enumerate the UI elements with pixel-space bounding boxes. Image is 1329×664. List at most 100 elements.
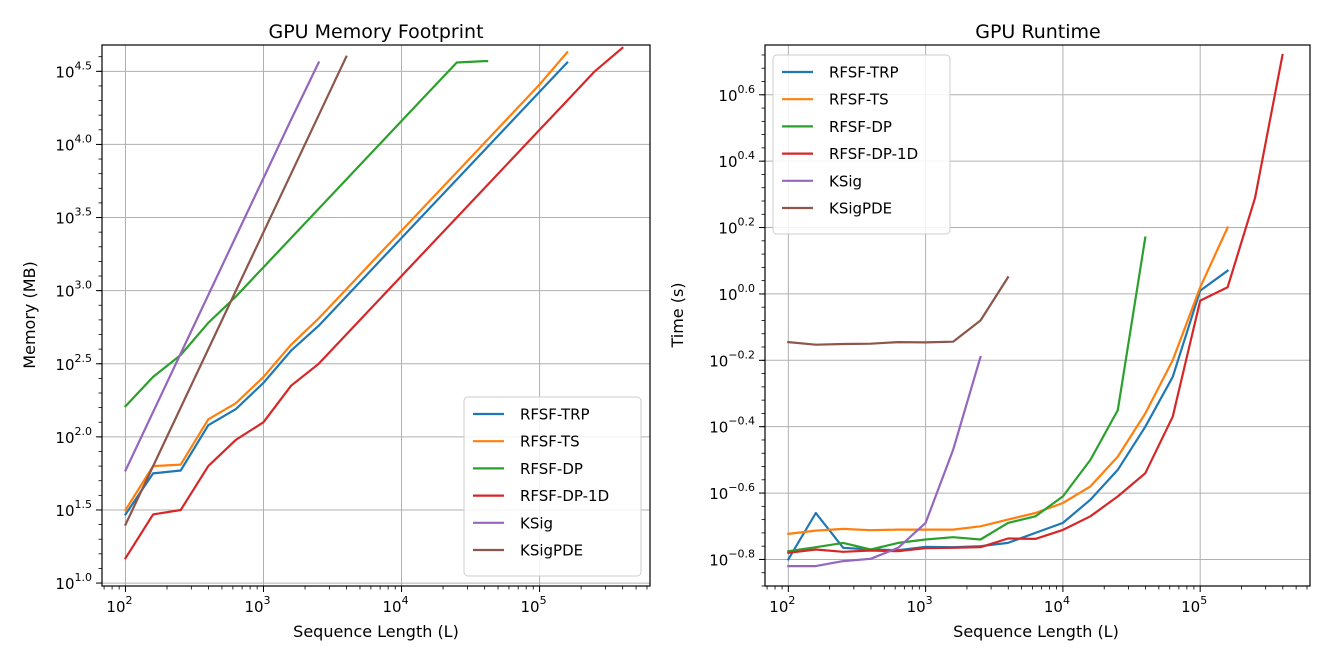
runtime-chart-series xyxy=(786,53,1284,568)
y-tick-exponent: −0.8 xyxy=(728,547,755,560)
y-tick-exponent: 0.6 xyxy=(738,83,756,96)
memory-chart-xlabel: Sequence Length (L) xyxy=(293,622,459,641)
memory-legend-label-ksigpde: KSigPDE xyxy=(520,542,583,560)
y-tick-exponent: −0.6 xyxy=(728,481,755,494)
y-tick-label: 104.0 xyxy=(55,132,92,154)
memory-chart-ylabel: Memory (MB) xyxy=(20,261,39,368)
x-tick-exponent: 5 xyxy=(1200,594,1207,607)
x-tick-label: 105 xyxy=(1181,594,1207,616)
y-tick-base: 10 xyxy=(709,419,728,437)
y-tick-label: 10−0.2 xyxy=(709,348,755,370)
y-tick-label: 101.0 xyxy=(55,571,92,593)
y-tick-base: 10 xyxy=(55,63,74,81)
runtime-chart-legend: RFSF-TRP RFSF-TS RFSF-DP RFSF-DP-1D KSig KSig… xyxy=(772,54,951,235)
memory-legend-label-rfsf-ts: RFSF-TS xyxy=(520,433,580,451)
y-tick-base: 10 xyxy=(718,153,737,171)
y-tick-exponent: −0.4 xyxy=(728,415,755,428)
runtime-series-rfsf-dp-1d xyxy=(787,53,1284,555)
y-tick-exponent: 0.4 xyxy=(738,149,756,162)
y-tick-base: 10 xyxy=(709,551,728,569)
y-tick-label: 103.5 xyxy=(55,206,92,228)
x-tick-exponent: 5 xyxy=(540,594,547,607)
memory-chart-frame xyxy=(101,44,651,587)
y-tick-base: 10 xyxy=(718,220,737,238)
runtime-legend-label-rfsf-dp: RFSF-DP xyxy=(829,118,892,136)
y-tick-label: 100.2 xyxy=(718,216,755,238)
runtime-chart-ylabel: Time (s) xyxy=(668,282,687,348)
y-tick-base: 10 xyxy=(709,485,728,503)
x-tick-label: 103 xyxy=(244,594,270,616)
memory-chart-ticks: 102 103 104 105101.0101.5102.0102.5103.0103… xyxy=(55,56,648,616)
memory-legend-label-ksig: KSig xyxy=(520,514,553,532)
runtime-chart-ticks: 102 103 104 10510−0.810−0.610−0.410−0.2100.… xyxy=(709,54,1308,616)
x-tick-label: 105 xyxy=(521,594,547,616)
y-tick-label: 102.0 xyxy=(55,425,92,447)
x-tick-base: 10 xyxy=(769,598,788,616)
y-tick-label: 102.5 xyxy=(55,352,92,374)
x-tick-base: 10 xyxy=(1044,598,1063,616)
x-tick-exponent: 2 xyxy=(788,594,795,607)
y-tick-label: 101.5 xyxy=(55,498,92,520)
x-tick-label: 103 xyxy=(907,594,933,616)
runtime-legend-label-rfsf-ts: RFSF-TS xyxy=(829,91,889,109)
y-tick-label: 104.5 xyxy=(55,59,92,81)
runtime-legend-label-ksig: KSig xyxy=(829,172,862,190)
y-tick-base: 10 xyxy=(709,352,728,370)
y-tick-base: 10 xyxy=(55,283,74,301)
x-tick-label: 102 xyxy=(769,594,795,616)
memory-series-rfsf-dp xyxy=(123,59,489,408)
x-tick-label: 104 xyxy=(1044,594,1070,616)
y-tick-label: 100.4 xyxy=(718,149,755,171)
y-tick-exponent: 4.5 xyxy=(75,59,93,72)
x-tick-base: 10 xyxy=(521,598,540,616)
memory-series-rfsf-trp xyxy=(123,60,569,516)
y-tick-base: 10 xyxy=(55,502,74,520)
y-tick-base: 10 xyxy=(55,575,74,593)
runtime-series-rfsf-trp xyxy=(786,269,1230,561)
y-tick-base: 10 xyxy=(55,210,74,228)
y-tick-exponent: 2.5 xyxy=(75,352,93,365)
x-tick-base: 10 xyxy=(1181,598,1200,616)
memory-series-ksigpde xyxy=(124,55,348,527)
x-tick-base: 10 xyxy=(244,598,263,616)
memory-chart-series xyxy=(123,46,624,560)
y-tick-exponent: 2.0 xyxy=(75,425,93,438)
y-tick-base: 10 xyxy=(55,356,74,374)
y-tick-base: 10 xyxy=(55,136,74,154)
y-tick-exponent: 1.0 xyxy=(75,571,93,584)
runtime-legend-label-rfsf-dp-1d: RFSF-DP-1D xyxy=(829,145,918,163)
x-tick-label: 104 xyxy=(382,594,408,616)
runtime-chart-title: GPU Runtime xyxy=(975,21,1101,43)
x-tick-exponent: 2 xyxy=(126,594,133,607)
memory-chart-grid xyxy=(102,45,650,586)
x-tick-base: 10 xyxy=(382,598,401,616)
x-tick-base: 10 xyxy=(106,598,125,616)
x-tick-exponent: 4 xyxy=(1063,594,1070,607)
y-tick-base: 10 xyxy=(55,429,74,447)
memory-legend-label-rfsf-trp: RFSF-TRP xyxy=(520,406,590,424)
y-tick-exponent: 3.5 xyxy=(75,206,93,219)
runtime-legend-label-rfsf-trp: RFSF-TRP xyxy=(829,64,899,82)
runtime-legend-box xyxy=(772,54,951,235)
y-tick-exponent: 0.0 xyxy=(738,282,756,295)
x-tick-exponent: 4 xyxy=(402,594,409,607)
y-tick-exponent: 4.0 xyxy=(75,132,93,145)
x-tick-base: 10 xyxy=(907,598,926,616)
y-tick-label: 10−0.6 xyxy=(709,481,755,503)
x-tick-exponent: 3 xyxy=(926,594,933,607)
y-tick-exponent: 3.0 xyxy=(75,279,93,292)
memory-series-rfsf-dp-1d xyxy=(123,46,624,560)
y-tick-exponent: −0.2 xyxy=(728,348,755,361)
y-tick-base: 10 xyxy=(718,87,737,105)
runtime-series-ksigpde xyxy=(787,275,1010,346)
runtime-series-rfsf-ts xyxy=(787,226,1230,536)
memory-legend-label-rfsf-dp-1d: RFSF-DP-1D xyxy=(520,487,609,505)
runtime-series-rfsf-dp xyxy=(787,236,1147,553)
runtime-legend-label-ksigpde: KSigPDE xyxy=(829,200,892,218)
y-tick-label: 100.6 xyxy=(718,83,755,105)
y-tick-base: 10 xyxy=(718,286,737,304)
x-tick-exponent: 3 xyxy=(264,594,271,607)
y-tick-label: 10−0.4 xyxy=(709,415,755,437)
y-tick-label: 100.0 xyxy=(718,282,755,304)
